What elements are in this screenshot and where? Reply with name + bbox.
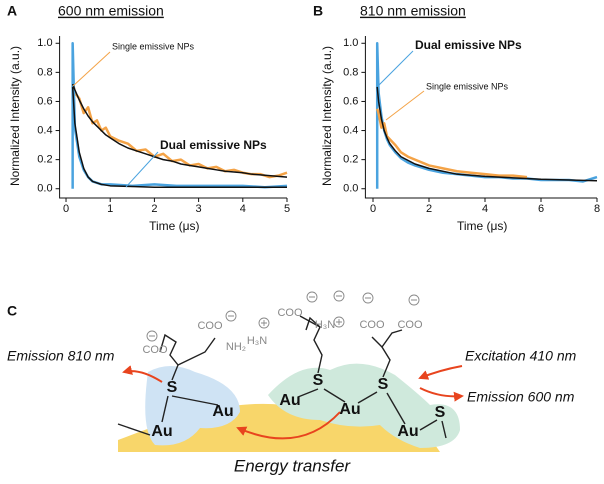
panel-label: A xyxy=(7,3,17,19)
group-label: COO xyxy=(397,319,423,331)
group-label: COO xyxy=(277,307,303,319)
atom-label: Au xyxy=(212,403,233,420)
y-axis-label: Normalized Intensity (a.u.) xyxy=(8,46,22,186)
group-label: H₃N xyxy=(315,319,335,331)
chart-title: 600 nm emission xyxy=(58,3,164,19)
atom-label: S xyxy=(167,379,178,396)
caption: Energy transfer xyxy=(234,456,352,475)
y-tick-label: 0.8 xyxy=(37,66,52,78)
x-axis-label: Time (μs) xyxy=(149,219,199,233)
series-label: Single emissive NPs xyxy=(112,41,195,51)
group-label: COO xyxy=(359,319,385,331)
group-label: H₃N xyxy=(247,335,267,347)
diagram xyxy=(117,290,464,452)
arrows xyxy=(122,365,464,440)
series-label: Dual emissive NPs xyxy=(160,138,267,152)
caption: Excitation 410 nm xyxy=(465,348,577,364)
atom-label: Au xyxy=(397,423,418,440)
y-tick-label: 0.0 xyxy=(37,183,52,195)
axis-line xyxy=(59,36,287,199)
y-tick-label: 0.6 xyxy=(37,95,52,107)
y-tick-label: 1.0 xyxy=(37,37,52,49)
atom-label: Au xyxy=(151,423,172,440)
green-region xyxy=(268,363,460,448)
series-line xyxy=(71,42,288,189)
x-tick-label: 0 xyxy=(63,203,69,215)
leader-line xyxy=(385,90,425,121)
series-line xyxy=(376,86,598,182)
group-label: COO xyxy=(142,344,168,356)
y-tick-label: 0.0 xyxy=(343,183,358,195)
series-label: Single emissive NPs xyxy=(426,81,509,91)
atom-label: Au xyxy=(339,401,360,418)
x-tick-label: 2 xyxy=(426,203,432,215)
y-tick-label: 0.2 xyxy=(343,154,358,166)
leader-line xyxy=(377,50,414,87)
series-line xyxy=(375,42,598,189)
y-tick-label: 0.4 xyxy=(37,124,52,136)
y-tick-label: 0.8 xyxy=(343,66,358,78)
axis-line xyxy=(364,36,597,199)
leader-line xyxy=(72,51,111,87)
series-label: Dual emissive NPs xyxy=(415,38,522,52)
atom-label: S xyxy=(378,376,389,393)
y-tick-label: 0.2 xyxy=(37,154,52,166)
x-tick-label: 6 xyxy=(538,203,544,215)
x-tick-label: 2 xyxy=(151,203,157,215)
x-axis-label: Time (μs) xyxy=(457,219,507,233)
blue-region xyxy=(145,366,240,446)
x-tick-label: 4 xyxy=(240,203,246,215)
atom-label: S xyxy=(313,372,324,389)
x-tick-label: 3 xyxy=(196,203,202,215)
leader-line xyxy=(125,151,159,188)
bonds xyxy=(117,315,447,439)
group-label: COO xyxy=(197,320,223,332)
series-line xyxy=(71,83,288,178)
series-line xyxy=(71,80,288,179)
group-label: NH₂ xyxy=(226,341,246,353)
y-tick-label: 0.4 xyxy=(343,124,358,136)
series-line xyxy=(376,108,528,179)
charges xyxy=(146,290,420,342)
y-axis-label: Normalized Intensity (a.u.) xyxy=(320,46,334,186)
x-tick-label: 4 xyxy=(482,203,488,215)
x-tick-label: 8 xyxy=(594,203,600,215)
x-tick-label: 5 xyxy=(284,203,290,215)
y-tick-label: 1.0 xyxy=(343,37,358,49)
x-tick-label: 1 xyxy=(107,203,113,215)
x-tick-label: 0 xyxy=(370,203,376,215)
y-tick-label: 0.6 xyxy=(343,95,358,107)
series-line xyxy=(71,86,287,189)
atom-label: Au xyxy=(279,392,300,409)
panel-label: C xyxy=(7,303,17,319)
chart-title: 810 nm emission xyxy=(360,3,466,19)
caption: Emission 810 nm xyxy=(7,348,115,364)
caption: Emission 600 nm xyxy=(467,389,575,405)
atom-label: S xyxy=(435,404,446,421)
panel-label: B xyxy=(313,3,323,19)
